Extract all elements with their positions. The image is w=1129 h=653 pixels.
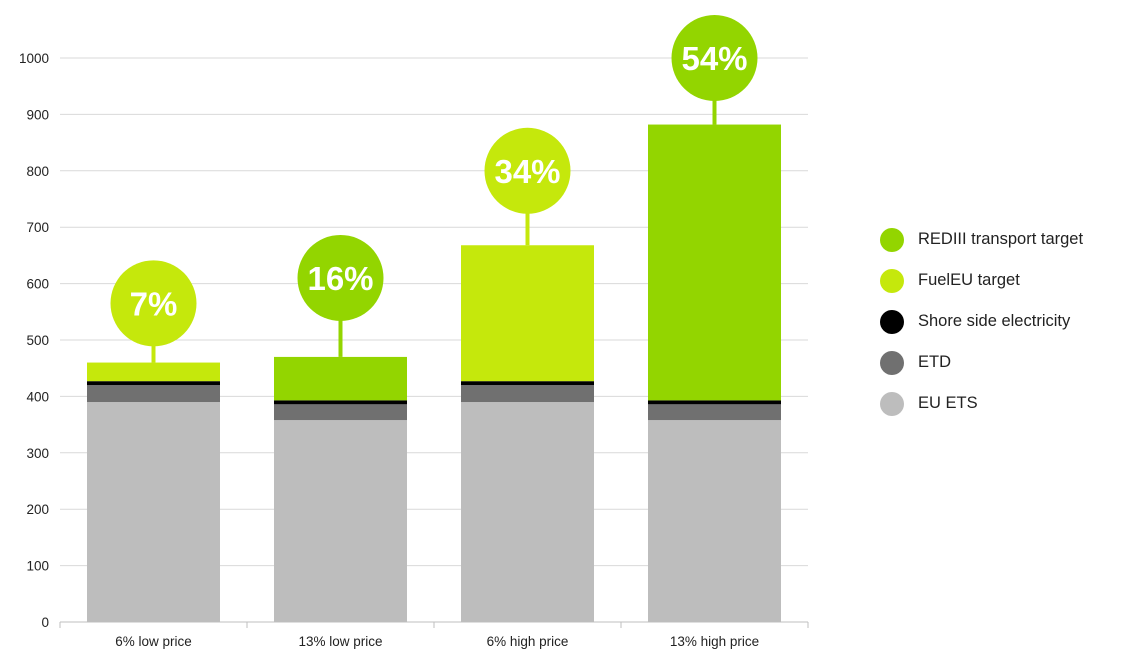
x-tick-label: 6% low price (115, 634, 192, 649)
y-tick-label: 1000 (19, 51, 49, 66)
bar-segment (274, 400, 407, 405)
bar-segment (87, 402, 220, 622)
legend-item: ETD (880, 349, 1125, 376)
y-tick-label: 900 (26, 107, 49, 122)
legend-swatch (880, 227, 904, 252)
annotation-bubble (297, 234, 384, 321)
y-tick-label: 200 (26, 502, 49, 517)
x-tick-label: 13% high price (670, 634, 759, 649)
legend-label: EU ETS (918, 394, 978, 412)
legend-item: Shore side electricity (880, 308, 1125, 335)
bar-segment (648, 124, 781, 401)
annotation-bubble (671, 15, 758, 101)
annotation-label: 34% (494, 153, 560, 190)
legend-label: REDIII transport target (918, 230, 1084, 248)
annotation-label: 16% (307, 260, 373, 297)
bar-segment (87, 385, 220, 403)
chart-legend: REDIII transport target FuelEU target Shor… (880, 226, 1125, 431)
y-tick-label: 500 (26, 333, 49, 348)
bar-segment (87, 381, 220, 386)
y-tick-label: 600 (26, 277, 49, 292)
y-tick-label: 400 (26, 389, 49, 404)
legend-swatch (880, 391, 904, 416)
y-tick-label: 100 (26, 559, 49, 574)
y-tick-label: 800 (26, 164, 49, 179)
bar-segment (648, 404, 781, 421)
bar-segment (461, 402, 594, 622)
bar-segment (87, 362, 220, 382)
legend-swatch (880, 309, 904, 334)
x-tick-label: 6% high price (487, 634, 569, 649)
legend-swatch (880, 268, 904, 293)
bar-segment (274, 404, 407, 421)
bar-segment (274, 420, 407, 622)
bar-segment (461, 381, 594, 386)
legend-label: FuelEU target (918, 271, 1020, 289)
bar-segment (648, 420, 781, 622)
bar-segment (461, 245, 594, 382)
annotation-bubble (484, 127, 571, 214)
y-tick-label: 0 (41, 615, 49, 630)
bar-segment (648, 400, 781, 405)
bar-segment (461, 385, 594, 403)
x-tick-label: 13% low price (298, 634, 382, 649)
legend-label: ETD (918, 353, 951, 371)
annotation-label: 7% (130, 285, 178, 322)
legend-item: EU ETS (880, 390, 1125, 417)
annotation-label: 54% (681, 40, 747, 77)
y-tick-label: 300 (26, 446, 49, 461)
stacked-bar-chart: 0 100 200 300 400 500 600 700 800 900 1000 6% low p… (19, 15, 809, 649)
legend-item: REDIII transport target (880, 226, 1125, 253)
y-tick-label: 700 (26, 220, 49, 235)
bar-segment (274, 356, 407, 401)
annotation-bubble (110, 260, 197, 347)
legend-swatch (880, 350, 904, 375)
legend-item: FuelEU target (880, 267, 1125, 294)
legend-label: Shore side electricity (918, 312, 1071, 330)
